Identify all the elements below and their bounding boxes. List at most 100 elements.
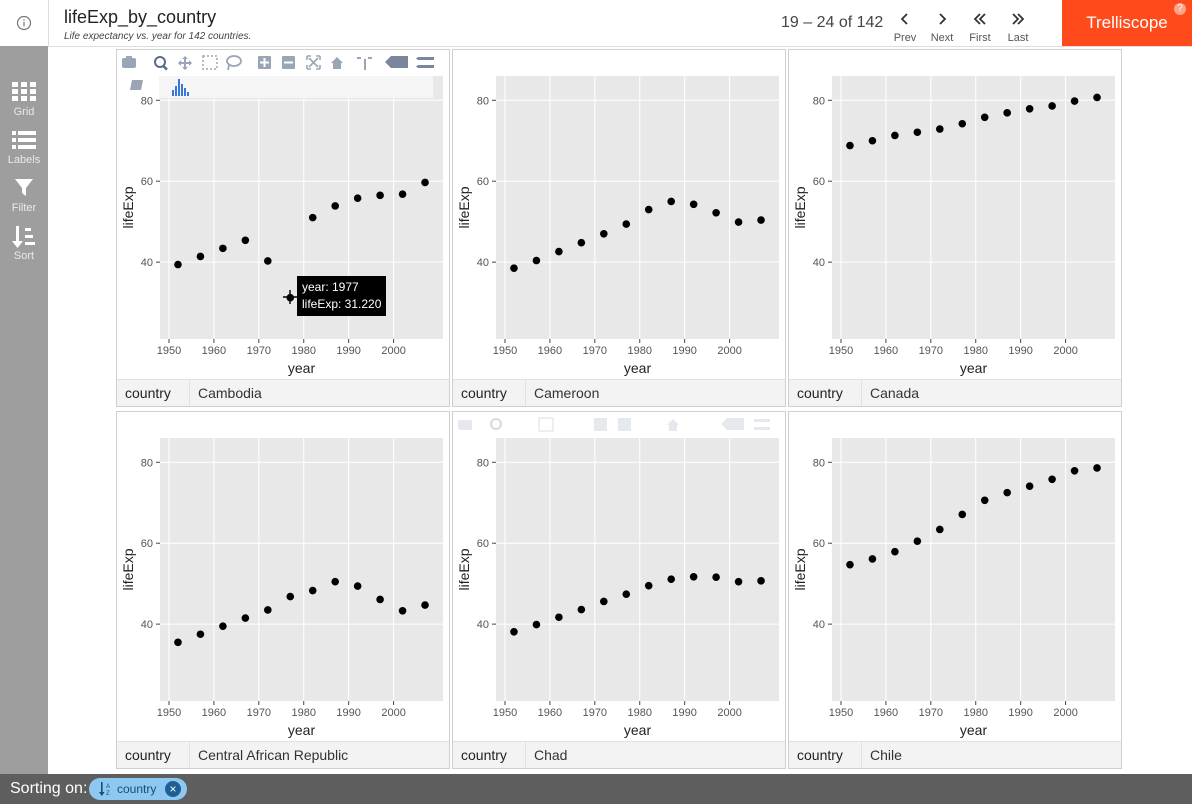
header-bar: lifeExp_by_country Life expectancy vs. y… <box>0 0 1192 47</box>
x-axis-label: year <box>960 360 988 376</box>
info-button[interactable] <box>0 0 49 46</box>
lasso-icon[interactable] <box>226 55 242 71</box>
histogram-icon[interactable] <box>172 79 189 96</box>
cog-name: country <box>797 747 843 763</box>
scatter-plot[interactable]: 40 60 80 1950 1960 1970 1980 1990 2000 year lifeEx… <box>453 50 786 382</box>
autoscale-icon[interactable] <box>306 55 321 70</box>
x-tick-label: 2000 <box>381 345 405 357</box>
x-tick-label: 1950 <box>493 707 517 719</box>
x-tick-label: 1950 <box>157 345 181 357</box>
pan-icon[interactable] <box>178 56 192 70</box>
y-tick-label: 60 <box>813 538 825 550</box>
spike-lines-icon[interactable] <box>357 57 372 70</box>
zoom-out-icon[interactable] <box>282 56 295 69</box>
data-point <box>1025 482 1034 490</box>
zoom-icon[interactable] <box>154 56 168 71</box>
sidebar-item-labels[interactable]: Labels <box>0 124 48 172</box>
sidebar-item-sort[interactable]: Sort <box>0 220 48 268</box>
data-point <box>1003 109 1011 117</box>
scatter-plot[interactable]: 40 60 80 1950 1960 1970 1980 1990 2000 year lifeEx… <box>789 50 1122 382</box>
brand-logo[interactable]: Trelliscope ? <box>1062 0 1192 46</box>
data-point <box>936 125 944 133</box>
data-point <box>1093 464 1101 472</box>
sidebar-item-filter[interactable]: Filter <box>0 172 48 220</box>
cognostic-row: country Chad <box>453 741 785 768</box>
scatter-plot[interactable]: 40 60 80 1950 1960 1970 1980 1990 2000 year lifeEx… <box>453 412 786 744</box>
data-point <box>868 136 877 145</box>
tooltip-line-year: year: 1977 <box>302 280 359 294</box>
home-icon[interactable] <box>667 419 679 431</box>
filter-icon <box>15 179 33 196</box>
box-select-icon[interactable] <box>202 55 218 70</box>
sidebar: Grid Labels Filter Sort <box>0 46 48 774</box>
panel-cameroon[interactable]: 40 60 80 1950 1960 1970 1980 1990 2000 year lifeEx… <box>452 49 786 407</box>
sidebar-label-labels: Labels <box>7 154 41 166</box>
hover-compare-icon[interactable] <box>754 419 770 430</box>
data-table-icon[interactable] <box>130 80 143 90</box>
y-tick-label: 80 <box>141 95 153 107</box>
data-point <box>174 260 182 269</box>
y-axis-label: lifeExp <box>120 548 136 590</box>
scatter-plot[interactable]: 40 60 80 1950 1960 1970 1980 1990 2000 year lifeEx… <box>117 412 450 744</box>
data-point <box>174 638 182 647</box>
data-point <box>622 590 631 598</box>
data-point <box>532 620 541 629</box>
x-tick-label: 1950 <box>829 345 853 357</box>
panel-cambodia[interactable]: 40 60 80 1950 1960 1970 1980 1990 2000 year lifeEx… <box>116 49 450 407</box>
data-point <box>1070 97 1079 105</box>
cognostic-row: country Cameroon <box>453 379 785 406</box>
data-point <box>1003 488 1011 497</box>
data-point <box>286 592 295 601</box>
data-point <box>600 597 608 606</box>
camera-icon[interactable] <box>122 56 136 68</box>
sort-icon <box>12 226 35 248</box>
data-point <box>398 190 407 198</box>
prev-button[interactable]: Prev <box>885 8 925 44</box>
data-point <box>667 197 675 206</box>
data-point <box>1048 102 1056 110</box>
zoom-in-icon[interactable] <box>594 418 607 431</box>
data-point <box>667 575 675 584</box>
panel-canada[interactable]: 40 60 80 1950 1960 1970 1980 1990 2000 year lifeEx… <box>788 49 1122 407</box>
remove-sort-icon[interactable]: × <box>165 781 181 797</box>
sidebar-item-grid[interactable]: Grid <box>0 76 48 124</box>
panel-chad[interactable]: 40 60 80 1950 1960 1970 1980 1990 2000 year lifeEx… <box>452 411 786 769</box>
data-point <box>980 496 989 505</box>
help-icon[interactable]: ? <box>1174 3 1186 15</box>
y-tick-label: 60 <box>141 176 153 188</box>
data-point <box>846 141 854 150</box>
sort-chip[interactable]: A Z country × <box>89 778 187 800</box>
zoom-in-icon[interactable] <box>258 56 271 69</box>
cog-value: Cambodia <box>198 385 262 401</box>
footer-bar: Sorting on: A Z country × <box>0 774 1192 804</box>
hover-closest-icon[interactable] <box>385 56 408 68</box>
scatter-plot[interactable]: 40 60 80 1950 1960 1970 1980 1990 2000 year lifeEx… <box>117 50 450 382</box>
data-point <box>958 119 967 128</box>
panel-chile[interactable]: 40 60 80 1950 1960 1970 1980 1990 2000 year lifeEx… <box>788 411 1122 769</box>
page-subtitle: Life expectancy vs. year for 142 countri… <box>64 31 252 42</box>
data-point <box>734 577 743 586</box>
last-button[interactable]: Last <box>998 8 1038 44</box>
panel-central-african-republic[interactable]: 40 60 80 1950 1960 1970 1980 1990 2000 year lifeEx… <box>116 411 450 769</box>
cog-name: country <box>461 385 507 401</box>
x-tick-label: 1980 <box>964 707 988 719</box>
hover-closest-icon[interactable] <box>721 418 744 430</box>
home-icon[interactable] <box>331 57 343 69</box>
next-button[interactable]: Next <box>922 8 962 44</box>
box-select-icon[interactable] <box>538 417 554 432</box>
data-point <box>196 630 205 639</box>
y-tick-label: 60 <box>477 176 489 188</box>
x-tick-label: 1970 <box>247 345 271 357</box>
scatter-plot[interactable]: 40 60 80 1950 1960 1970 1980 1990 2000 year lifeEx… <box>789 412 1122 744</box>
sort-ascending-icon: A Z <box>99 782 110 797</box>
data-point <box>644 581 653 590</box>
tooltip-line-lifeexp: lifeExp: 31.220 <box>302 297 382 311</box>
first-button[interactable]: First <box>960 8 1000 44</box>
zoom-icon[interactable] <box>490 418 502 430</box>
x-axis-label: year <box>288 722 316 738</box>
camera-icon[interactable] <box>458 420 472 430</box>
zoom-out-icon[interactable] <box>618 418 631 431</box>
list-icon <box>12 131 36 149</box>
hover-compare-icon[interactable] <box>416 57 434 68</box>
page-title: lifeExp_by_country <box>64 7 217 27</box>
